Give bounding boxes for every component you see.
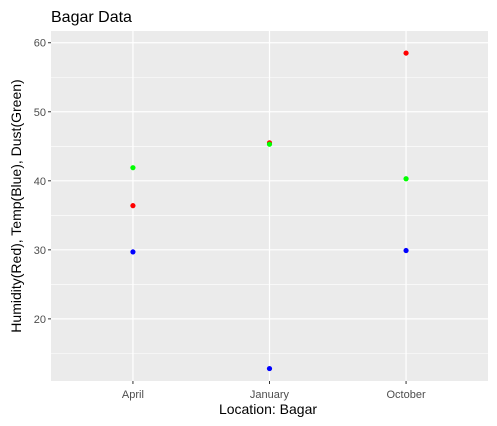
x-tick-label: April (122, 389, 144, 401)
data-point (130, 203, 136, 209)
x-axis: April January October (122, 381, 426, 401)
y-tick-label: 30 (34, 245, 46, 257)
x-tick-label: October (386, 389, 425, 401)
y-tick-label: 50 (34, 107, 46, 119)
y-tick-label: 20 (34, 314, 46, 326)
data-point (266, 365, 273, 372)
data-point (130, 165, 136, 171)
data-point (403, 247, 409, 254)
data-point (266, 141, 273, 147)
y-axis: 20 30 40 50 60 (34, 38, 51, 326)
data-point (403, 176, 409, 182)
chart-title: Bagar Data (51, 9, 132, 26)
y-tick-label: 60 (34, 38, 46, 50)
x-tick-label: January (250, 389, 290, 401)
y-tick-label: 40 (34, 176, 46, 188)
data-point (403, 50, 409, 56)
x-axis-label: Location: Bagar (219, 401, 317, 417)
data-point (130, 249, 136, 255)
data-points (130, 50, 409, 372)
y-axis-label: Humidity(Red), Temp(Blue), Dust(Green) (8, 79, 24, 332)
